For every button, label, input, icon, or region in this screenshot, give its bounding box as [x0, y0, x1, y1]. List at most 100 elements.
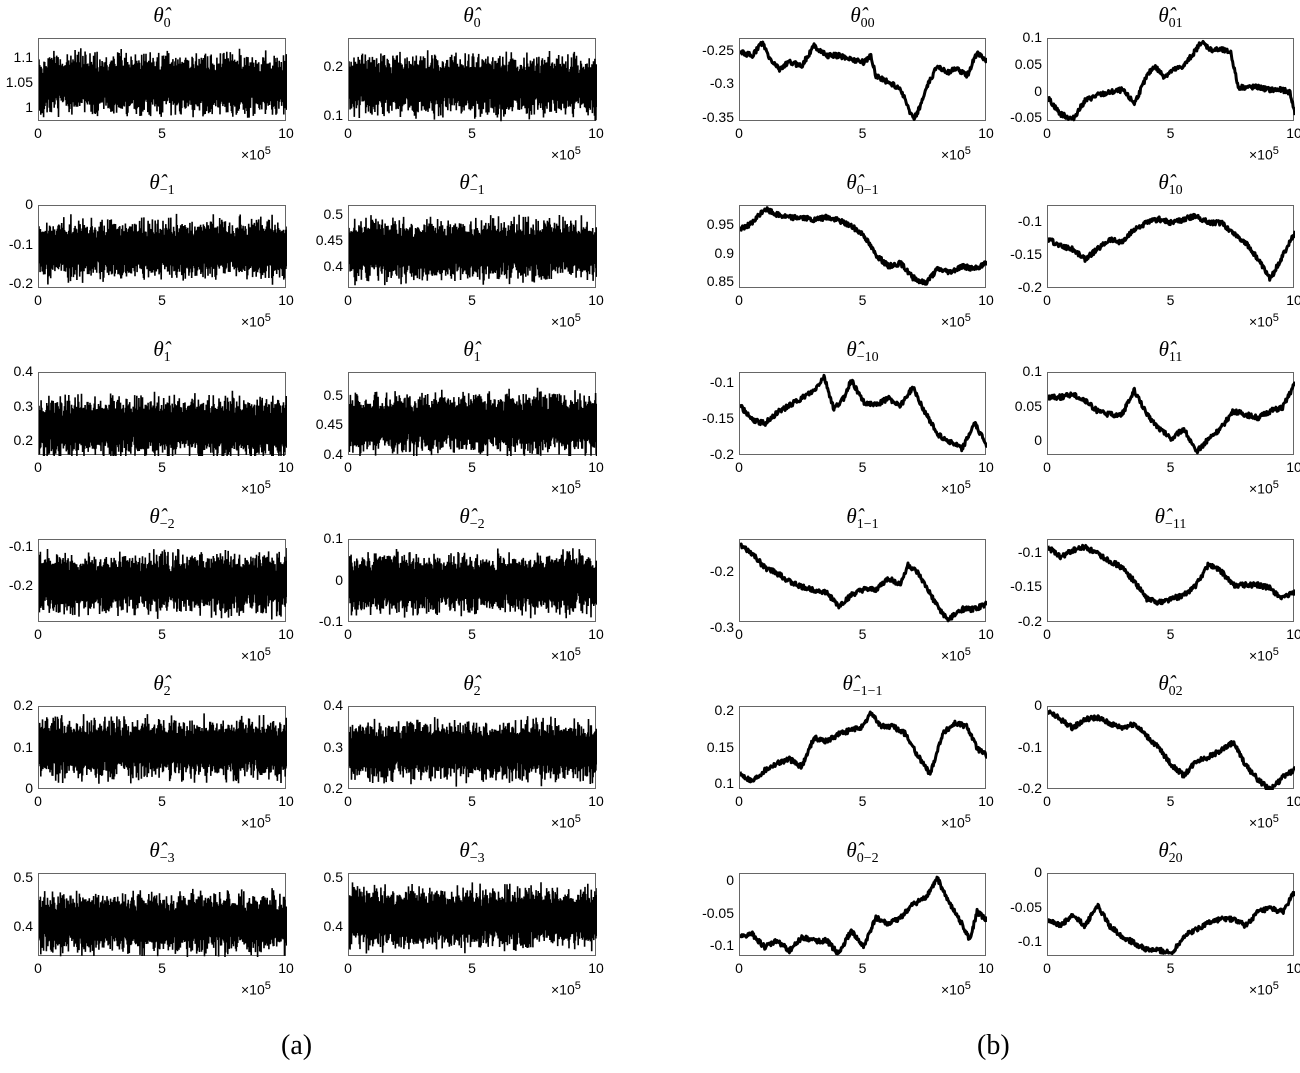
- y-tick-label: 0.2: [13, 432, 33, 449]
- subplot-title: θ̂−2: [459, 504, 485, 533]
- y-tick-label: 0.85: [706, 273, 734, 290]
- plot-axes: [38, 706, 287, 789]
- x-multiplier: ×105: [941, 980, 971, 998]
- x-multiplier: ×105: [551, 312, 581, 330]
- x-tick-label: 10: [1286, 960, 1300, 976]
- x-tick-label: 5: [858, 960, 867, 976]
- x-tick-label: 10: [588, 292, 604, 308]
- y-tick-label: -0.35: [702, 108, 734, 125]
- y-tick-label: 0.1: [1022, 29, 1042, 45]
- subplot-title: θ̂−11: [1154, 504, 1187, 533]
- x-tick-label: 0: [735, 459, 743, 475]
- y-tick-label: 0.15: [706, 738, 734, 755]
- subplot-title: θ̂2: [463, 671, 481, 700]
- x-tick-label: 10: [588, 626, 604, 642]
- x-tick-label: 5: [1166, 960, 1175, 976]
- line-series: [349, 214, 597, 286]
- y-tick-label: -0.05: [1010, 898, 1042, 915]
- y-tick-label: 0.05: [1014, 55, 1042, 72]
- y-tick-label: 0.1: [323, 530, 343, 546]
- x-tick-label: 0: [735, 626, 743, 642]
- x-tick-label: 5: [158, 626, 166, 642]
- subplot-title: θ̂10: [1158, 170, 1183, 199]
- x-tick-label: 5: [858, 626, 867, 642]
- x-tick-label: 10: [588, 459, 604, 475]
- x-tick-label: 10: [978, 960, 994, 976]
- x-tick-label: 0: [34, 626, 42, 642]
- y-tick-label: 1.1: [13, 49, 33, 66]
- x-tick-label: 5: [1166, 459, 1175, 475]
- caption-a: (a): [281, 1030, 313, 1061]
- y-tick-label: -0.2: [709, 563, 734, 580]
- line-series: [39, 213, 287, 285]
- plot-axes: [739, 706, 987, 789]
- subplot-title: θ̂−1: [149, 170, 175, 199]
- y-tick-label: -0.1: [318, 613, 343, 629]
- plot-axes: [739, 38, 987, 121]
- x-tick-label: 5: [468, 960, 476, 976]
- x-tick-label: 5: [1166, 125, 1175, 141]
- y-tick-label: -0.1: [1017, 738, 1042, 755]
- y-tick-label: 0.1: [13, 738, 33, 755]
- y-tick-label: 0.4: [13, 363, 33, 379]
- y-tick-label: 0.2: [714, 702, 734, 719]
- x-tick-label: 0: [344, 292, 352, 308]
- x-multiplier: ×105: [551, 145, 581, 163]
- plot-axes: [348, 38, 597, 122]
- y-tick-label: -0.2: [1017, 780, 1042, 796]
- x-multiplier: ×105: [241, 145, 271, 163]
- y-tick-label: -0.15: [1010, 245, 1042, 262]
- plot-axes: [348, 372, 597, 456]
- y-tick-label: -0.2: [1017, 613, 1042, 629]
- y-tick-label: -0.1: [709, 373, 734, 390]
- line-series: [740, 373, 987, 453]
- x-tick-label: 0: [735, 292, 743, 308]
- y-tick-label: 0.5: [323, 868, 343, 885]
- y-tick-label: 0.45: [315, 416, 343, 433]
- y-tick-label: 0.9: [714, 244, 734, 261]
- plot-axes: [38, 372, 287, 456]
- subplot-title: θ̂−3: [459, 838, 485, 867]
- x-tick-label: 10: [278, 292, 294, 308]
- x-multiplier: ×105: [1249, 980, 1279, 998]
- plot-axes: [739, 873, 987, 956]
- y-tick-label: -0.3: [709, 75, 734, 92]
- y-tick-label: 0.1: [323, 107, 343, 124]
- subplot-title: θ̂00: [850, 3, 875, 32]
- x-tick-label: 10: [978, 793, 994, 809]
- y-tick-label: -0.1: [709, 937, 734, 954]
- subplot-title: θ̂0: [153, 3, 171, 32]
- y-tick-label: -0.1: [8, 537, 33, 554]
- plot-axes: [348, 205, 597, 288]
- y-tick-label: 0: [335, 571, 343, 588]
- y-tick-label: -0.2: [8, 275, 33, 292]
- plot-axes: [1047, 873, 1295, 956]
- plot-axes: [348, 873, 597, 956]
- x-tick-label: 10: [1286, 459, 1300, 475]
- y-tick-label: 0.1: [714, 774, 734, 791]
- x-tick-label: 0: [1043, 459, 1051, 475]
- y-tick-label: -0.1: [1017, 212, 1042, 229]
- x-multiplier: ×105: [551, 813, 581, 831]
- line-series: [1048, 709, 1295, 790]
- y-tick-label: -0.1: [8, 235, 33, 252]
- y-tick-label: 0.4: [323, 917, 343, 934]
- x-tick-label: 0: [1043, 960, 1051, 976]
- x-multiplier: ×105: [1249, 646, 1279, 664]
- y-tick-label: -0.3: [709, 618, 734, 635]
- x-tick-label: 10: [1286, 125, 1300, 141]
- y-tick-label: -0.05: [1010, 109, 1042, 126]
- line-series: [740, 206, 987, 286]
- plot-axes: [348, 539, 597, 622]
- y-tick-label: -0.1: [1017, 933, 1042, 950]
- line-series: [1048, 890, 1295, 956]
- y-tick-label: -0.25: [702, 42, 734, 59]
- y-tick-label: 0: [726, 871, 734, 888]
- y-tick-label: 0.3: [323, 738, 343, 755]
- y-tick-label: 0: [25, 780, 33, 796]
- subplot-title: θ̂−2: [149, 504, 175, 533]
- y-tick-label: 0.3: [13, 397, 33, 414]
- x-tick-label: 0: [34, 960, 42, 976]
- x-tick-label: 0: [1043, 793, 1051, 809]
- x-tick-label: 0: [1043, 125, 1051, 141]
